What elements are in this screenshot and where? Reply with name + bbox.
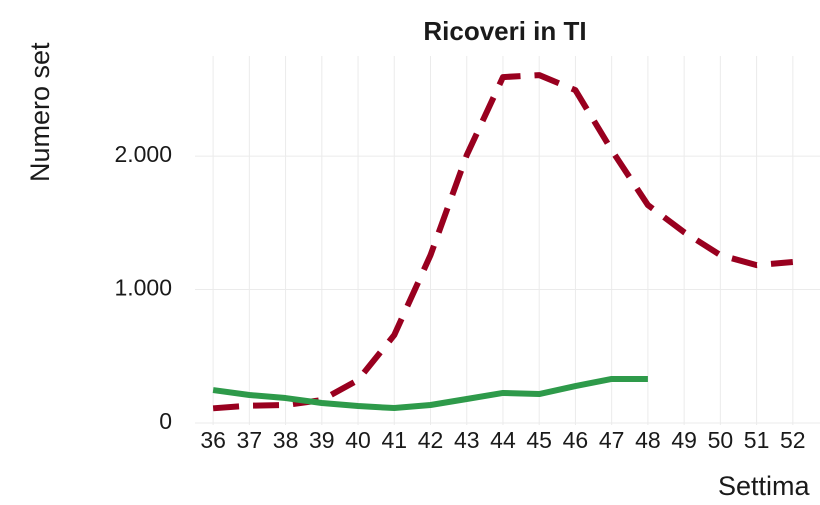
x-tick-label: 47 — [599, 427, 625, 453]
chart-title: Ricoveri in TI — [423, 16, 586, 46]
lines — [212, 72, 794, 412]
data-line — [212, 375, 648, 412]
x-tick-label: 37 — [237, 427, 263, 453]
x-tick-label: 48 — [635, 427, 661, 453]
y-tick-label: 1.000 — [114, 275, 172, 301]
x-tick-label: 38 — [273, 427, 299, 453]
x-tick-label: 39 — [309, 427, 335, 453]
x-tick-label: 51 — [744, 427, 770, 453]
x-tick-label: 40 — [345, 427, 371, 453]
y-tick-label: 2.000 — [114, 141, 172, 167]
x-tick-label: 46 — [563, 427, 589, 453]
x-axis-label: Settima — [718, 471, 811, 501]
y-axis-label: Numero set — [25, 42, 55, 182]
x-tick-label: 36 — [200, 427, 226, 453]
x-tick-label: 45 — [526, 427, 552, 453]
x-tick-label: 50 — [708, 427, 734, 453]
x-tick-label: 42 — [418, 427, 444, 453]
x-tick-label: 44 — [490, 427, 516, 453]
x-tick-label: 49 — [671, 427, 697, 453]
x-tick-label: 52 — [780, 427, 806, 453]
grid — [195, 56, 820, 425]
y-tick-label: 0 — [159, 408, 172, 434]
x-tick-label: 43 — [454, 427, 480, 453]
x-tick-label: 41 — [381, 427, 407, 453]
